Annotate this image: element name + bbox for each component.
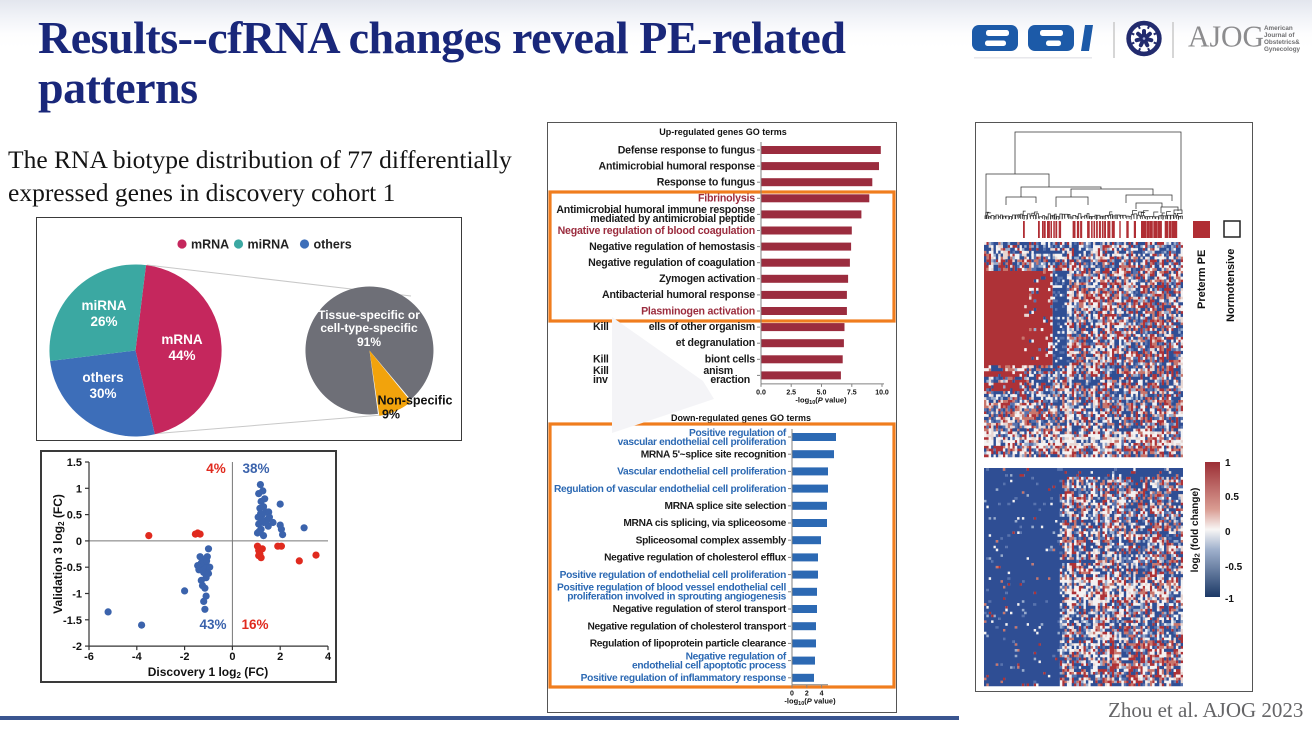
svg-text:9%: 9% [382,408,400,422]
svg-text:Plasminogen activation: Plasminogen activation [641,305,755,317]
svg-text:Non-specific: Non-specific [377,394,452,408]
svg-text:miRNA: miRNA [248,238,290,252]
svg-text:5.0: 5.0 [817,389,827,396]
svg-text:biont cells: biont cells [705,353,755,365]
svg-text:0: 0 [229,651,235,663]
svg-text:AJOG: AJOG [1188,19,1264,54]
svg-text:Negative regulation of cholest: Negative regulation of cholesterol trans… [587,621,786,632]
svg-text:Antimicrobial humoral immune r: Antimicrobial humoral immune response [556,204,755,216]
svg-text:Down-regulated genes GO terms: Down-regulated genes GO terms [671,413,811,423]
svg-text:Positive regulation of blood v: Positive regulation of blood vessel endo… [557,583,786,594]
svg-text:Spliceosomal complex assembly: Spliceosomal complex assembly [636,535,787,546]
svg-text:log2 (fold change): log2 (fold change) [1190,488,1202,573]
svg-text:-6: -6 [84,651,94,663]
svg-text:Negative regulation of: Negative regulation of [686,651,787,662]
svg-text:1: 1 [76,483,82,495]
svg-text:-log10(P value): -log10(P value) [784,696,836,707]
svg-text:mediated by antimicrobial pept: mediated by antimicrobial peptide [590,213,755,225]
svg-text:mRNA: mRNA [161,332,203,347]
svg-text:16%: 16% [241,617,268,632]
svg-text:Kill: Kill [593,365,609,377]
svg-text:Kill: Kill [593,321,609,333]
svg-text:26%: 26% [90,314,117,329]
svg-text:Antibacterial humoral response: Antibacterial humoral response [602,289,755,301]
svg-text:-log10(P value): -log10(P value) [795,395,847,406]
svg-text:Positive regulation of inflamm: Positive regulation of inflammatory resp… [581,673,787,684]
svg-text:4: 4 [325,651,332,663]
svg-text:Negative regulation of hemosta: Negative regulation of hemostasis [589,241,755,253]
svg-text:cell-type-specific: cell-type-specific [320,321,418,335]
svg-text:others: others [82,370,123,385]
svg-text:43%: 43% [199,617,226,632]
svg-text:others: others [314,238,352,252]
svg-text:American: American [1264,25,1293,32]
svg-text:Tissue-specific or: Tissue-specific or [318,308,420,322]
svg-text:Defense response to fungus: Defense response to fungus [618,144,756,156]
svg-text:Validation 3 log2 (FC): Validation 3 log2 (FC) [51,494,66,614]
svg-text:Regulation of vascular endothe: Regulation of vascular endothelial cell … [554,484,786,495]
svg-text:Positive regulation of: Positive regulation of [689,428,787,439]
svg-text:Vascular endothelial cell prol: Vascular endothelial cell proliferation [617,467,786,478]
svg-text:-1.5: -1.5 [63,615,82,627]
svg-text:et degranulation: et degranulation [676,337,755,349]
svg-text:-1: -1 [1225,594,1234,605]
svg-text:-1: -1 [72,589,82,601]
svg-text:Negative regulation of sterol: Negative regulation of sterol transport [613,604,787,615]
svg-text:30%: 30% [89,386,116,401]
svg-text:Negative regulation of blood c: Negative regulation of blood coagulation [558,225,755,237]
svg-text:Positive regulation of endothe: Positive regulation of endothelial cell … [560,570,786,581]
svg-text:Discovery 1 log2 (FC): Discovery 1 log2 (FC) [148,665,269,680]
svg-text:0: 0 [1225,527,1231,538]
svg-text:10.0: 10.0 [875,389,889,396]
svg-text:1.5: 1.5 [67,457,82,469]
svg-text:inv: inv [593,374,608,386]
svg-text:MRNA splice site selection: MRNA splice site selection [665,501,787,512]
svg-text:Obstetrics&: Obstetrics& [1264,39,1300,46]
svg-text:mRNA: mRNA [191,238,229,252]
svg-text:Normotensive: Normotensive [1225,249,1237,322]
svg-text:miRNA: miRNA [81,298,126,313]
svg-text:38%: 38% [242,461,269,476]
svg-text:-0.5: -0.5 [1225,562,1243,573]
svg-text:MRNA 5'~splice site recognitio: MRNA 5'~splice site recognition [641,449,786,460]
svg-text:Antimicrobial humoral response: Antimicrobial humoral response [599,160,756,172]
svg-text:2: 2 [277,651,283,663]
svg-text:Kill: Kill [593,353,609,365]
svg-text:0.5: 0.5 [1225,492,1239,503]
svg-text:Zymogen activation: Zymogen activation [659,273,755,285]
svg-text:4%: 4% [206,461,226,476]
svg-text:2: 2 [805,690,809,697]
svg-text:MRNA cis splicing, via spliceo: MRNA cis splicing, via spliceosome [623,518,786,529]
svg-text:-2: -2 [72,641,82,653]
svg-text:Regulation of lipoprotein part: Regulation of lipoprotein particle clear… [590,639,787,650]
svg-text:0.0: 0.0 [756,389,766,396]
svg-text:7.5: 7.5 [847,389,857,396]
svg-text:0.5: 0.5 [67,510,82,522]
svg-text:ells of other organism: ells of other organism [649,321,755,333]
svg-text:0: 0 [76,536,82,548]
svg-text:4: 4 [820,690,824,697]
svg-text:Fibrinolysis: Fibrinolysis [698,193,755,205]
svg-text:Response to fungus: Response to fungus [657,177,756,189]
svg-text:-2: -2 [180,651,190,663]
svg-text:Preterm PE: Preterm PE [1196,250,1208,309]
svg-text:-0.5: -0.5 [63,562,82,574]
svg-text:Negative regulation of cholest: Negative regulation of cholesterol efflu… [604,553,786,564]
svg-text:Gynecology: Gynecology [1264,46,1301,53]
svg-text:Negative regulation of coagula: Negative regulation of coagulation [588,257,755,269]
svg-text:2.5: 2.5 [786,389,796,396]
svg-text:91%: 91% [357,335,381,349]
svg-text:anism: anism [703,365,733,377]
svg-text:Journal of: Journal of [1264,32,1295,39]
svg-text:44%: 44% [168,348,195,363]
svg-text:vascular endothelial cell prol: vascular endothelial cell proliferation [618,437,786,448]
svg-text:endothelial cell apoptotic pro: endothelial cell apoptotic process [632,660,787,671]
svg-text:proliferation involved in spro: proliferation involved in sprouting angi… [567,592,786,603]
svg-text:1: 1 [1225,458,1231,469]
svg-text:eraction: eraction [710,374,750,386]
svg-text:0: 0 [790,690,794,697]
svg-text:-4: -4 [132,651,143,663]
svg-text:Up-regulated genes GO terms: Up-regulated genes GO terms [659,127,787,137]
